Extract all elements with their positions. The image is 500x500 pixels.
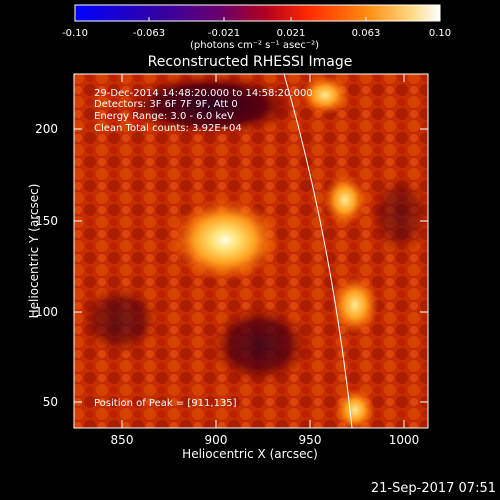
time-range-text: 29-Dec-2014 14:48:20.000 to 14:58:20.000 <box>94 88 313 99</box>
colorbar-ticks <box>74 17 441 21</box>
colorbar-tick-label: 0.10 <box>428 28 452 39</box>
limb-source <box>300 75 350 115</box>
dark-region <box>120 74 300 137</box>
rhessi-image <box>74 74 428 428</box>
x-axis-label: Heliocentric X (arcsec) <box>182 447 318 461</box>
x-tick-label: 950 <box>298 433 322 447</box>
solar-limb <box>283 74 353 428</box>
limb-source <box>323 174 367 226</box>
clean-counts-text: Clean Total counts: 3.92E+04 <box>94 123 242 134</box>
limb-source <box>331 275 379 335</box>
detectors-text: Detectors: 3F 6F 7F 9F, Att 0 <box>94 99 238 110</box>
colorbar-frame <box>74 4 441 22</box>
colorbar-tick-label: 0.063 <box>351 28 381 39</box>
y-tick-label: 100 <box>35 305 58 319</box>
plot-frame <box>73 73 429 429</box>
chart-title: Reconstructed RHESSI Image <box>147 54 353 70</box>
colorbar-tick-label: 0.021 <box>276 28 306 39</box>
colorbar-units: (photons cm⁻² s⁻¹ asec⁻²) <box>190 40 320 51</box>
colorbar-tick-label: -0.10 <box>62 28 88 39</box>
main-source <box>170 198 280 282</box>
y-tick-label: 200 <box>35 122 58 136</box>
axis-ticks <box>74 74 428 428</box>
y-tick-label: 150 <box>35 214 58 228</box>
x-tick-label: 1000 <box>388 433 420 447</box>
limb-source <box>335 388 375 428</box>
x-tick-label: 850 <box>110 433 134 447</box>
peak-position-text: Position of Peak = [911,135] <box>94 398 237 409</box>
colorbar <box>75 5 440 21</box>
y-axis-label: Heliocentric Y (arcsec) <box>27 183 41 319</box>
footer-date: 21-Sep-2017 07:51 <box>370 481 496 496</box>
x-tick-label: 900 <box>204 433 228 447</box>
y-tick-label: 50 <box>42 395 58 409</box>
dark-region <box>80 285 160 355</box>
dark-region <box>370 175 428 255</box>
colorbar-tick-label: -0.021 <box>207 28 241 39</box>
dark-region <box>210 305 310 385</box>
colorbar-tick-label: -0.063 <box>132 28 166 39</box>
energy-range-text: Energy Range: 3.0 - 6.0 keV <box>94 111 234 122</box>
